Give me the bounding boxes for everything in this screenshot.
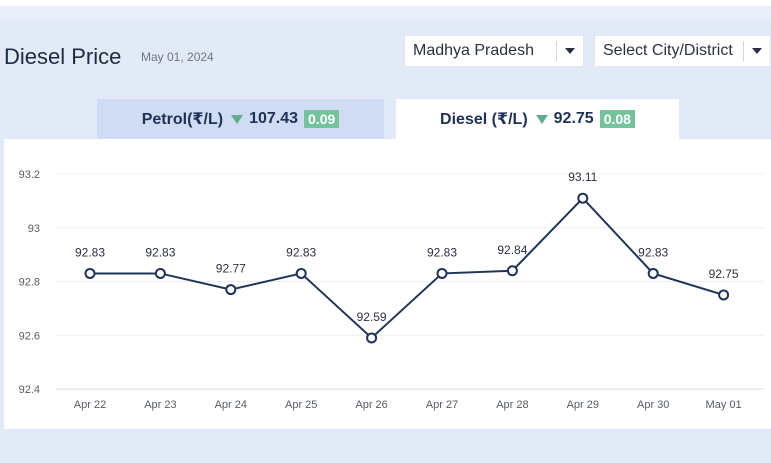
tab-diesel-change-badge: 0.08: [599, 110, 635, 128]
x-tick-label: May 01: [706, 399, 742, 411]
data-point: [718, 289, 730, 301]
top-strip: [0, 0, 771, 6]
data-label: 92.83: [145, 245, 175, 259]
data-point: [295, 267, 307, 279]
city-select[interactable]: Select City/District: [594, 35, 771, 67]
data-label: 92.77: [216, 262, 246, 276]
tab-petrol[interactable]: Petrol(₹/L) 107.43 0.09: [97, 99, 384, 139]
x-tick-label: Apr 27: [426, 399, 458, 411]
select-separator: [556, 41, 557, 61]
chevron-down-icon[interactable]: [557, 48, 583, 54]
tab-petrol-change-badge: 0.09: [304, 110, 340, 128]
x-tick-label: Apr 24: [215, 399, 247, 411]
state-select[interactable]: Madhya Pradesh: [404, 35, 584, 67]
chevron-down-icon[interactable]: [744, 48, 770, 54]
data-label: 92.83: [286, 245, 316, 259]
tab-petrol-label: Petrol(₹/L): [141, 111, 224, 128]
state-select-value: Madhya Pradesh: [413, 42, 534, 59]
price-down-icon: [535, 114, 548, 124]
data-point: [647, 267, 659, 279]
data-point: [84, 267, 96, 279]
data-label: 92.83: [427, 245, 457, 259]
tab-diesel-label: Diesel (₹/L): [440, 111, 528, 128]
x-tick-label: Apr 23: [144, 399, 176, 411]
x-tick-label: Apr 28: [496, 399, 528, 411]
price-line-chart: 92.4 92.6 92.8 93 93.2 Apr 22 Apr 23 Apr 24 Apr …: [19, 169, 764, 411]
y-tick-label: 92.6: [19, 330, 40, 342]
data-point: [225, 284, 237, 296]
data-label: 93.11: [568, 170, 597, 184]
y-tick-label: 93.2: [19, 169, 40, 181]
tab-diesel[interactable]: Diesel (₹/L) 92.75 0.08: [396, 99, 679, 139]
data-point: [577, 192, 589, 204]
city-select-value: Select City/District: [603, 42, 733, 59]
tab-diesel-price: 92.75: [553, 110, 594, 127]
y-tick-label: 92.4: [19, 384, 40, 396]
x-tick-label: Apr 30: [637, 399, 669, 411]
select-separator: [743, 41, 744, 61]
chart-card: 92.4 92.6 92.8 93 93.2 Apr 22 Apr 23 Apr 24 Apr …: [4, 139, 771, 429]
x-tick-label: Apr 25: [285, 399, 317, 411]
data-label: 92.83: [75, 245, 105, 259]
page-title: Diesel Price: [4, 44, 122, 69]
price-date: May 01, 2024: [141, 50, 214, 64]
tab-petrol-price: 107.43: [249, 110, 299, 127]
data-point: [154, 267, 166, 279]
x-tick-label: Apr 26: [355, 399, 387, 411]
data-label: 92.84: [497, 243, 527, 257]
y-tick-label: 93: [28, 223, 40, 235]
data-point: [366, 332, 378, 344]
data-point: [436, 267, 448, 279]
series-line: [90, 196, 724, 340]
data-label: 92.59: [357, 310, 387, 324]
data-point: [506, 265, 518, 277]
data-label: 92.75: [709, 267, 739, 281]
x-tick-label: Apr 29: [567, 399, 599, 411]
price-down-icon: [231, 114, 244, 124]
data-label: 92.83: [638, 245, 668, 259]
x-tick-label: Apr 22: [74, 399, 106, 411]
y-tick-label: 92.8: [19, 277, 40, 289]
